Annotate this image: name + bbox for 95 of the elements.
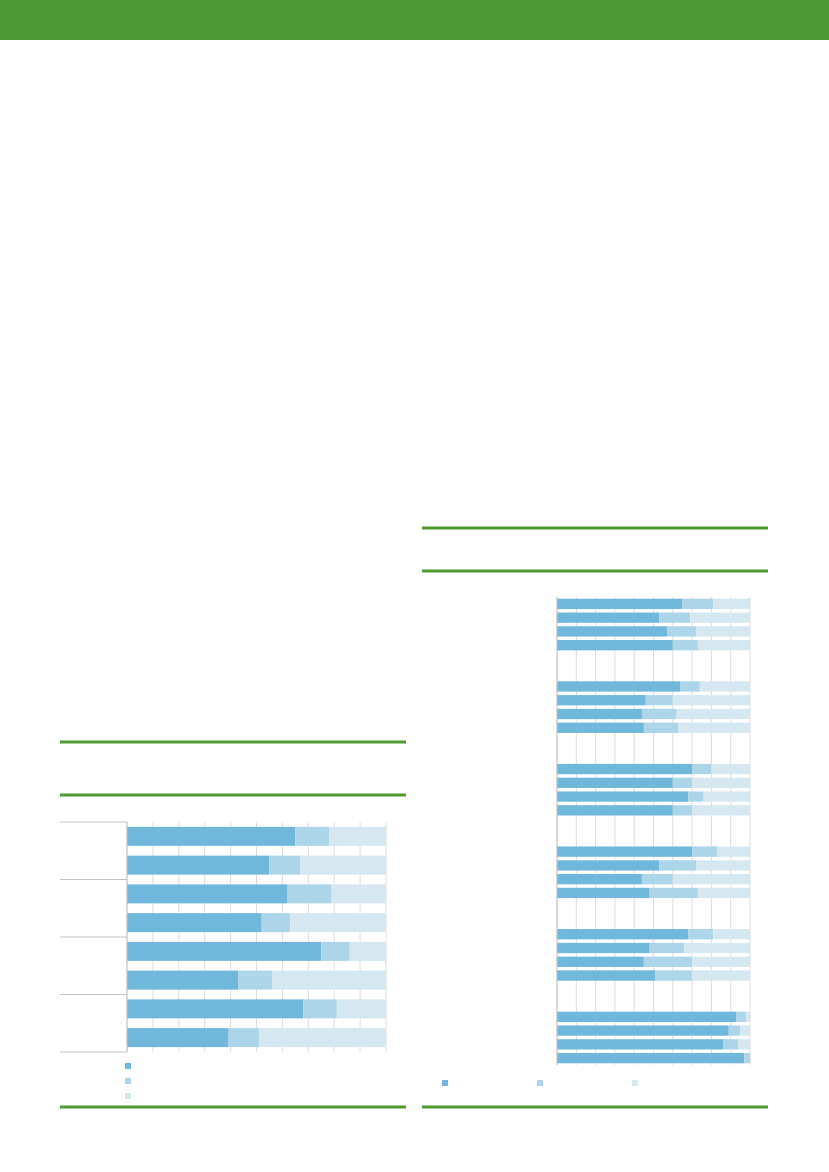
bar: [667, 626, 696, 637]
bar: [557, 763, 693, 775]
bar: [127, 941, 322, 961]
bar: [692, 763, 712, 775]
bar: [692, 805, 750, 816]
bar: [717, 846, 750, 857]
bar: [697, 887, 750, 899]
bar: [655, 970, 693, 981]
bar: [557, 942, 650, 954]
bar: [557, 1025, 729, 1036]
bar: [744, 1052, 750, 1064]
bar: [127, 1028, 229, 1048]
bar: [228, 1028, 260, 1048]
bar: [682, 598, 714, 610]
bar: [697, 640, 750, 651]
bar: [557, 640, 673, 651]
bar: [261, 913, 291, 933]
bar: [692, 777, 750, 788]
bar: [127, 970, 239, 990]
bar: [127, 884, 288, 904]
bar: [690, 612, 750, 623]
bar: [672, 777, 693, 788]
bar: [672, 805, 693, 816]
bar: [557, 695, 646, 706]
bar: [295, 826, 330, 846]
bar: [329, 826, 386, 846]
bar: [127, 913, 262, 933]
bar: [331, 884, 386, 904]
bar: [238, 970, 273, 990]
bar: [300, 855, 386, 875]
bar: [692, 956, 750, 967]
bar: [557, 612, 660, 623]
bar: [269, 855, 301, 875]
bar: [557, 887, 650, 899]
bar: [557, 846, 693, 857]
bar: [557, 626, 668, 637]
bar: [722, 1039, 739, 1050]
bar: [688, 929, 714, 940]
bar: [557, 860, 660, 871]
bar: [641, 708, 677, 720]
bar: [557, 805, 673, 816]
bar: [713, 598, 750, 610]
bar: [672, 640, 698, 651]
bar: [303, 999, 337, 1019]
bar: [349, 941, 386, 961]
bar: [711, 763, 750, 775]
bar: [259, 1028, 386, 1048]
bar: [695, 626, 750, 637]
bar: [272, 970, 386, 990]
bar: [688, 791, 704, 802]
bar: [557, 722, 644, 733]
bar: [290, 913, 386, 933]
bar: [659, 860, 696, 871]
bar: [740, 1025, 750, 1036]
bar: [738, 1039, 750, 1050]
bar: [746, 1011, 750, 1022]
bar: [695, 860, 750, 871]
bar: [287, 884, 332, 904]
bar: [336, 999, 386, 1019]
bar: [557, 929, 689, 940]
bar: [557, 1011, 737, 1022]
bar: [127, 855, 270, 875]
bar: [659, 612, 691, 623]
bar: [649, 887, 698, 899]
bar: [672, 695, 750, 706]
bar: [557, 1052, 745, 1064]
bar: [127, 999, 304, 1019]
bar: [643, 956, 693, 967]
bar: [557, 681, 681, 692]
bar: [557, 970, 656, 981]
bar: [641, 874, 673, 885]
bar: [680, 681, 700, 692]
bar: [699, 681, 750, 692]
bar: [692, 970, 750, 981]
bar: [676, 708, 750, 720]
bar: [557, 598, 683, 610]
bar: [643, 722, 679, 733]
bar: [672, 874, 750, 885]
bar: [557, 956, 644, 967]
bar: [557, 708, 642, 720]
bar: [713, 929, 750, 940]
bar: [678, 722, 750, 733]
bar: [684, 942, 750, 954]
bar: [645, 695, 673, 706]
bar: [728, 1025, 741, 1036]
bar: [321, 941, 350, 961]
bar: [692, 846, 718, 857]
bar: [703, 791, 750, 802]
bar: [127, 826, 296, 846]
bar: [557, 777, 673, 788]
bar: [649, 942, 685, 954]
bar: [557, 1039, 723, 1050]
bar: [557, 874, 642, 885]
bar: [557, 791, 689, 802]
bar: [736, 1011, 747, 1022]
